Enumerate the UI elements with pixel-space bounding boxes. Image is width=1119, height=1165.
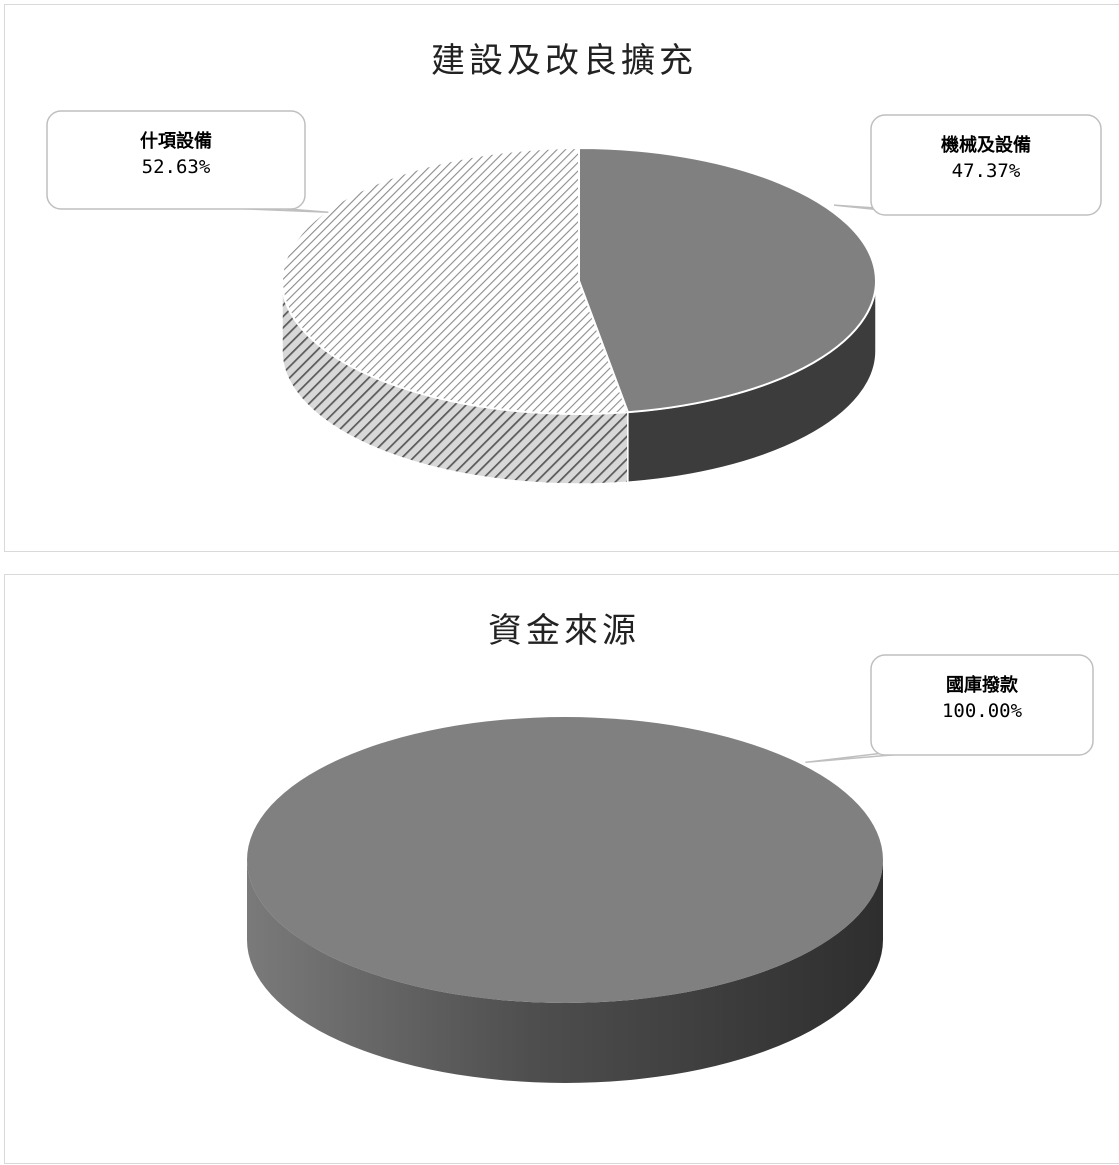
slice-treasury [247, 717, 883, 1003]
slice-value: 52.63% [142, 156, 211, 178]
slice-side-treasury [247, 860, 883, 1083]
chart-title: 建設及改良擴充 [431, 41, 697, 81]
pie-chart-funding: 國庫撥款 100.00% [247, 654, 1094, 1083]
slice-value: 47.37% [952, 160, 1021, 182]
slice-label: 國庫撥款 [946, 674, 1019, 696]
slice-machinery [578, 146, 877, 414]
slice-misc-equipment [281, 146, 630, 415]
data-label-machinery: 機械及設備 47.37% [833, 114, 1102, 216]
pie-chart-expansion: 機械及設備 47.37% 什項設備 52.63% [46, 110, 1102, 485]
slice-value: 100.00% [942, 700, 1023, 722]
chart-panel-funding: 資金來源 國庫撥款 100.00% [4, 574, 1119, 1164]
chart-panel-expansion: 建設及改良擴充 機械及設備 47.37% 什項設備 52.63% [4, 4, 1119, 552]
slice-label: 機械及設備 [941, 134, 1031, 156]
data-label-treasury: 國庫撥款 100.00% [805, 654, 1094, 764]
chart-title: 資金來源 [488, 611, 640, 651]
slice-label: 什項設備 [140, 130, 212, 152]
data-label-misc-equipment: 什項設備 52.63% [46, 110, 329, 214]
